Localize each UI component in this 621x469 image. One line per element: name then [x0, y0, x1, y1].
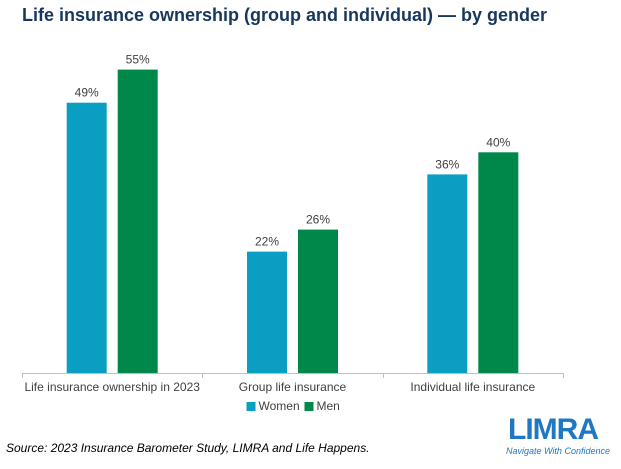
- category-label: Life insurance ownership in 2023: [24, 380, 200, 394]
- data-label-men: 26%: [306, 213, 330, 227]
- data-label-men: 40%: [486, 135, 510, 149]
- data-label-women: 36%: [435, 157, 459, 171]
- category-label: Individual life insurance: [410, 380, 535, 394]
- category-labels: Life insurance ownership in 2023 Group li…: [24, 380, 535, 394]
- bars-layer: [66, 69, 519, 373]
- legend-swatch-men: [304, 402, 314, 411]
- bar-men: [298, 229, 338, 373]
- limra-logo: LIMRA Navigate With Confidence: [506, 414, 616, 460]
- data-labels-layer: 49% 55% 22% 26% 36% 40%: [75, 53, 511, 249]
- source-note: Source: 2023 Insurance Barometer Study, …: [6, 441, 370, 455]
- data-label-women: 22%: [255, 235, 279, 249]
- legend-label-men: Men: [317, 399, 340, 413]
- bar-men: [117, 69, 158, 373]
- data-label-men: 55%: [126, 53, 150, 67]
- legend-swatch-women: [246, 402, 256, 411]
- bar-women: [247, 251, 287, 373]
- category-label: Group life insurance: [239, 380, 347, 394]
- chart-title: Life insurance ownership (group and indi…: [22, 5, 548, 25]
- bar-women: [427, 174, 468, 373]
- logo-tagline: Navigate With Confidence: [506, 446, 610, 456]
- bar-men: [478, 152, 519, 373]
- logo-wordmark: LIMRA: [508, 413, 599, 446]
- x-axis-ticks: [22, 373, 564, 378]
- legend: Women Men: [246, 399, 340, 413]
- data-label-women: 49%: [75, 86, 99, 100]
- legend-label-women: Women: [259, 399, 300, 413]
- bar-women: [66, 102, 107, 373]
